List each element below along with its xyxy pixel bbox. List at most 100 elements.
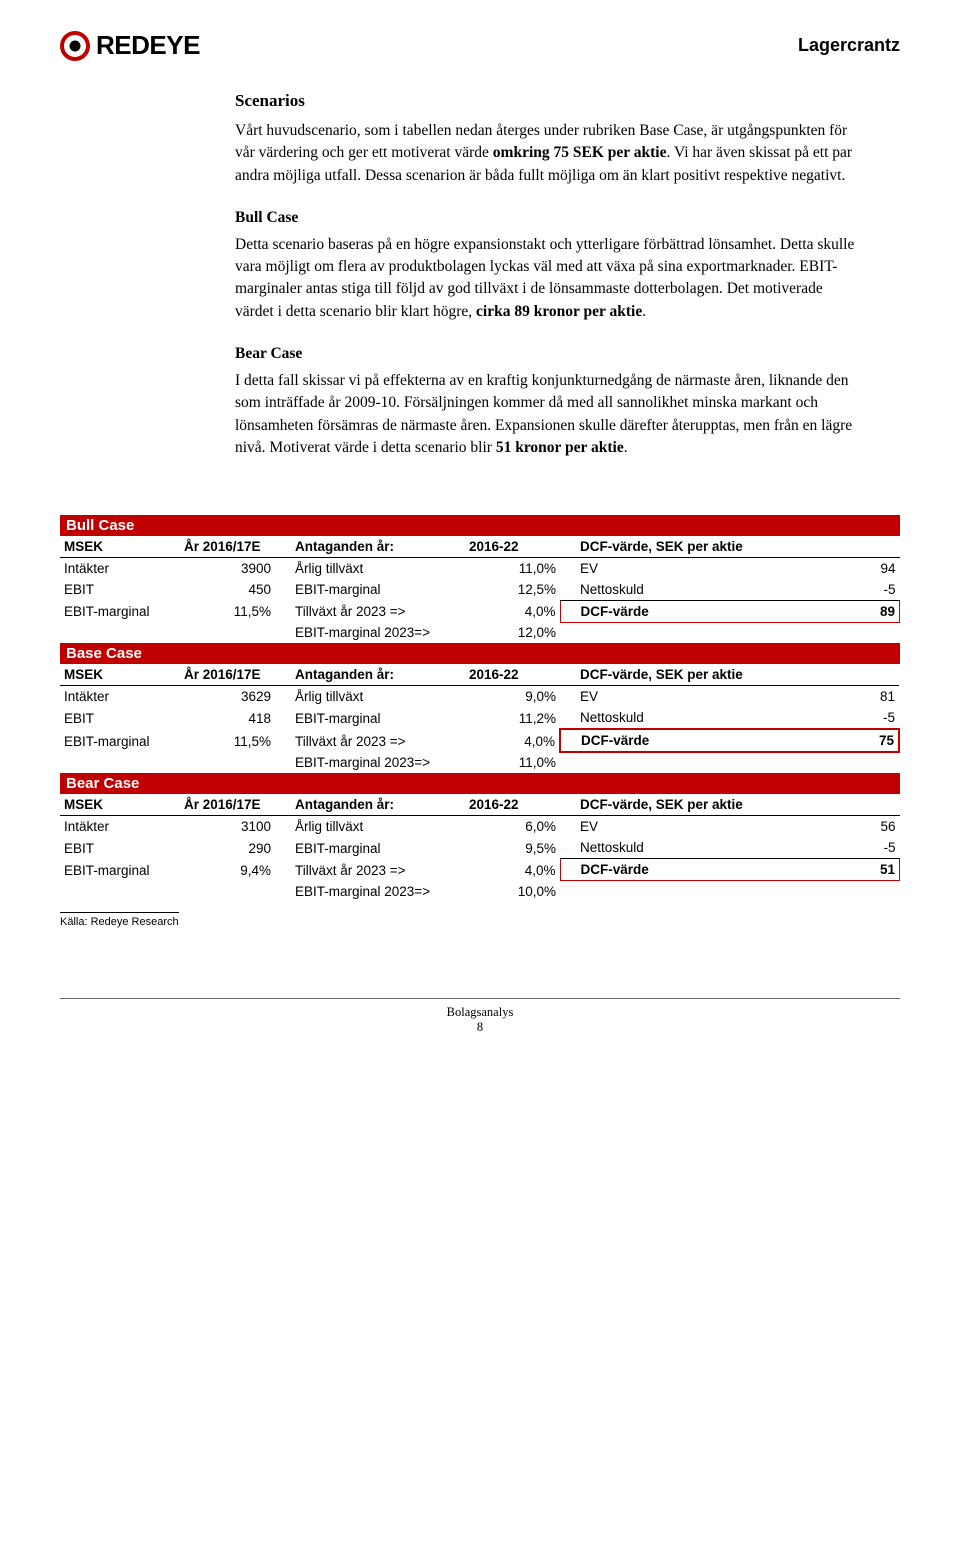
bull-case-header: Bull Case <box>60 515 900 536</box>
eye-icon <box>60 31 90 61</box>
th-dcf: DCF-värde, SEK per aktie <box>560 664 899 686</box>
th-msek: MSEK <box>60 536 180 558</box>
page-footer: Bolagsanalys 8 <box>60 998 900 1035</box>
brand-logo: REDEYE <box>60 30 200 61</box>
cell: EBIT-marginal <box>60 729 180 752</box>
table-source: Källa: Redeye Research <box>60 912 179 928</box>
cell: Årlig tillväxt <box>275 686 465 708</box>
bear-case-header: Bear Case <box>60 773 900 794</box>
cell: -5 <box>831 837 900 859</box>
th-dcf: DCF-värde, SEK per aktie <box>560 794 900 816</box>
th-year: År 2016/17E <box>180 664 275 686</box>
th-period: 2016-22 <box>465 536 560 558</box>
cell: Intäkter <box>60 816 180 838</box>
dcf-label: DCF-värde <box>560 859 831 881</box>
cell: EBIT-marginal 2023=> <box>275 881 465 902</box>
base-case-header: Base Case <box>60 643 900 664</box>
dcf-value: 75 <box>830 729 899 752</box>
cell: 4,0% <box>465 859 560 881</box>
cell: Tillväxt år 2023 => <box>275 859 465 881</box>
cell: 11,5% <box>180 600 275 622</box>
cell: EBIT-marginal <box>275 707 465 729</box>
table-row: EBIT 290 EBIT-marginal 9,5% Nettoskuld -… <box>60 837 900 859</box>
footer-page: 8 <box>60 1020 900 1035</box>
cell: Intäkter <box>60 557 180 579</box>
scenario-tables: Bull Case MSEK År 2016/17E Antaganden år… <box>60 515 900 928</box>
cell: 3100 <box>180 816 275 838</box>
footer-label: Bolagsanalys <box>60 1005 900 1020</box>
cell: 94 <box>831 557 900 579</box>
text: . <box>642 303 646 320</box>
table-row: EBIT-marginal 11,5% Tillväxt år 2023 => … <box>60 600 900 622</box>
table-row: Intäkter 3900 Årlig tillväxt 11,0% EV 94 <box>60 557 900 579</box>
cell: Nettoskuld <box>560 707 830 729</box>
cell: 56 <box>831 816 900 838</box>
th-assumptions: Antaganden år: <box>275 794 465 816</box>
dcf-value: 51 <box>831 859 900 881</box>
bear-heading: Bear Case <box>235 343 860 365</box>
table-row: EBIT-marginal 9,4% Tillväxt år 2023 => 4… <box>60 859 900 881</box>
cell: Nettoskuld <box>560 579 831 601</box>
cell: EBIT-marginal <box>275 837 465 859</box>
scenarios-heading: Scenarios <box>235 89 860 114</box>
cell: 4,0% <box>465 729 560 752</box>
cell: Årlig tillväxt <box>275 816 465 838</box>
cell: Nettoskuld <box>560 837 831 859</box>
dcf-label: DCF-värde <box>560 600 831 622</box>
cell: -5 <box>831 579 900 601</box>
brand-name: REDEYE <box>96 30 200 61</box>
cell: 11,0% <box>465 752 560 773</box>
table-row: EBIT-marginal 2023=> 10,0% <box>60 881 900 902</box>
table-header-row: MSEK År 2016/17E Antaganden år: 2016-22 … <box>60 664 899 686</box>
cell: Intäkter <box>60 686 180 708</box>
table-row: EBIT-marginal 2023=> 11,0% <box>60 752 899 773</box>
th-year: År 2016/17E <box>180 536 275 558</box>
cell: Årlig tillväxt <box>275 557 465 579</box>
table-header-row: MSEK År 2016/17E Antaganden år: 2016-22 … <box>60 536 900 558</box>
cell: 4,0% <box>465 600 560 622</box>
bull-heading: Bull Case <box>235 207 860 229</box>
base-case-table: MSEK År 2016/17E Antaganden år: 2016-22 … <box>60 664 900 773</box>
cell: 9,0% <box>465 686 560 708</box>
th-msek: MSEK <box>60 794 180 816</box>
table-row: EBIT 418 EBIT-marginal 11,2% Nettoskuld … <box>60 707 899 729</box>
table-row: EBIT-marginal 2023=> 12,0% <box>60 622 900 643</box>
cell: EBIT <box>60 579 180 601</box>
cell: 9,5% <box>465 837 560 859</box>
bold-text: 51 kronor per aktie <box>496 439 624 456</box>
cell: 12,5% <box>465 579 560 601</box>
th-year: År 2016/17E <box>180 794 275 816</box>
table-row: Intäkter 3100 Årlig tillväxt 6,0% EV 56 <box>60 816 900 838</box>
dcf-value: 89 <box>831 600 900 622</box>
cell: EV <box>560 686 830 708</box>
cell: Tillväxt år 2023 => <box>275 600 465 622</box>
table-row: EBIT 450 EBIT-marginal 12,5% Nettoskuld … <box>60 579 900 601</box>
th-assumptions: Antaganden år: <box>275 664 465 686</box>
bull-case-table: MSEK År 2016/17E Antaganden år: 2016-22 … <box>60 536 900 644</box>
table-row: EBIT-marginal 11,5% Tillväxt år 2023 => … <box>60 729 899 752</box>
cell: EV <box>560 816 831 838</box>
cell: EBIT-marginal <box>60 600 180 622</box>
page-header: REDEYE Lagercrantz <box>60 30 900 61</box>
bear-case-table: MSEK År 2016/17E Antaganden år: 2016-22 … <box>60 794 900 902</box>
cell: 81 <box>830 686 899 708</box>
cell: 3629 <box>180 686 275 708</box>
th-dcf: DCF-värde, SEK per aktie <box>560 536 900 558</box>
document-body: Scenarios Vårt huvudscenario, som i tabe… <box>60 89 900 460</box>
bold-text: cirka 89 kronor per aktie <box>476 303 642 320</box>
cell: EBIT-marginal <box>60 859 180 881</box>
cell: 10,0% <box>465 881 560 902</box>
cell: EV <box>560 557 831 579</box>
cell: 11,0% <box>465 557 560 579</box>
table-row: Intäkter 3629 Årlig tillväxt 9,0% EV 81 <box>60 686 899 708</box>
cell: 9,4% <box>180 859 275 881</box>
table-header-row: MSEK År 2016/17E Antaganden år: 2016-22 … <box>60 794 900 816</box>
bull-paragraph: Detta scenario baseras på en högre expan… <box>235 234 860 324</box>
cell: 12,0% <box>465 622 560 643</box>
cell: EBIT-marginal 2023=> <box>275 752 465 773</box>
cell: -5 <box>830 707 899 729</box>
cell: 450 <box>180 579 275 601</box>
cell: EBIT-marginal <box>275 579 465 601</box>
cell: EBIT <box>60 707 180 729</box>
cell: EBIT <box>60 837 180 859</box>
